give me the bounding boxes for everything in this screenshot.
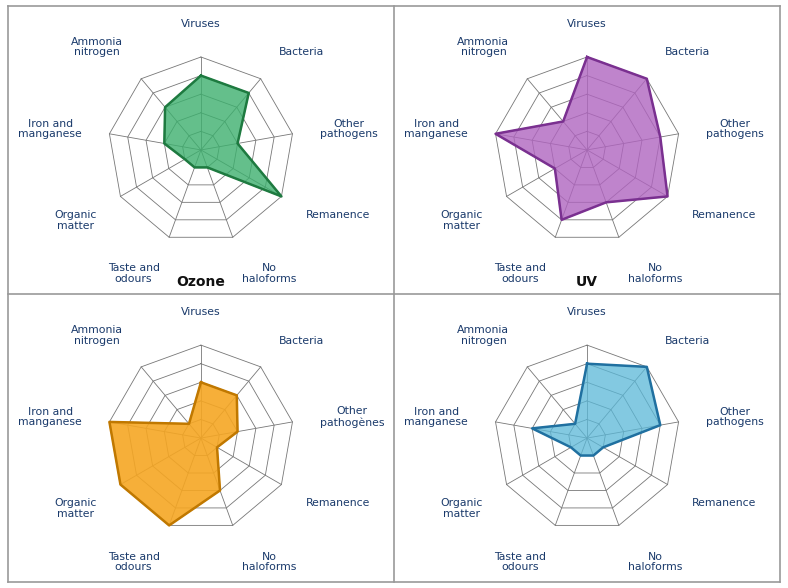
Text: Bacteria: Bacteria (279, 336, 324, 346)
Text: Organic
matter: Organic matter (440, 499, 482, 519)
Text: Remanence: Remanence (306, 211, 370, 220)
Text: No
haloforms: No haloforms (628, 263, 682, 284)
Text: Taste and
odours: Taste and odours (494, 552, 546, 572)
Text: Viruses: Viruses (567, 308, 607, 318)
Text: Remanence: Remanence (306, 499, 370, 509)
Text: Iron and
manganese: Iron and manganese (18, 119, 82, 139)
Text: Iron and
manganese: Iron and manganese (18, 407, 82, 427)
Text: Other
pathogènes: Other pathogènes (320, 406, 385, 427)
Polygon shape (532, 364, 660, 456)
Text: Bacteria: Bacteria (279, 48, 324, 58)
Text: Ammonia
nitrogen: Ammonia nitrogen (457, 36, 509, 58)
Text: Iron and
manganese: Iron and manganese (404, 407, 468, 427)
Text: Bacteria: Bacteria (665, 336, 710, 346)
Text: Viruses: Viruses (567, 19, 607, 29)
Text: Viruses: Viruses (181, 308, 221, 318)
Text: Iron and
manganese: Iron and manganese (404, 119, 468, 139)
Polygon shape (165, 76, 281, 196)
Text: Viruses: Viruses (181, 19, 221, 29)
Title: UV: UV (576, 275, 598, 289)
Text: Ammonia
nitrogen: Ammonia nitrogen (457, 325, 509, 346)
Text: Taste and
odours: Taste and odours (108, 263, 160, 284)
Text: Other
pathogens: Other pathogens (706, 119, 764, 139)
Text: Ammonia
nitrogen: Ammonia nitrogen (71, 36, 123, 58)
Text: Other
pathogens: Other pathogens (320, 119, 377, 139)
Text: No
haloforms: No haloforms (242, 263, 296, 284)
Text: Bacteria: Bacteria (665, 48, 710, 58)
Polygon shape (110, 382, 237, 526)
Polygon shape (496, 57, 667, 220)
Text: Taste and
odours: Taste and odours (108, 552, 160, 572)
Text: Organic
matter: Organic matter (440, 211, 482, 231)
Text: Ammonia
nitrogen: Ammonia nitrogen (71, 325, 123, 346)
Text: Organic
matter: Organic matter (54, 211, 96, 231)
Text: Organic
matter: Organic matter (54, 499, 96, 519)
Text: Remanence: Remanence (692, 211, 756, 220)
Text: No
haloforms: No haloforms (628, 552, 682, 572)
Title: Ozone: Ozone (177, 275, 225, 289)
Text: No
haloforms: No haloforms (242, 552, 296, 572)
Text: Taste and
odours: Taste and odours (494, 263, 546, 284)
Text: Remanence: Remanence (692, 499, 756, 509)
Text: Other
pathogens: Other pathogens (706, 407, 764, 427)
